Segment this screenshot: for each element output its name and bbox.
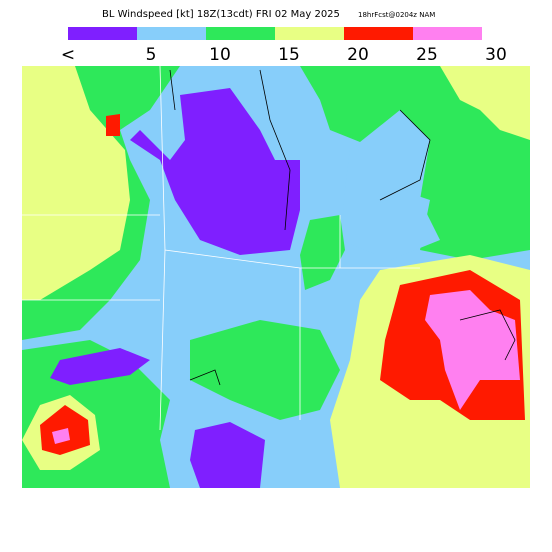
legend-label: 15 (278, 45, 300, 65)
forecast-label: 18hrFcst@0204z NAM (358, 11, 435, 19)
state-borders (22, 65, 420, 431)
region (130, 88, 300, 255)
region (340, 110, 440, 260)
region (22, 66, 130, 300)
region (52, 428, 70, 444)
legend-label: 5 (146, 45, 157, 65)
region (440, 66, 530, 140)
region (190, 320, 340, 420)
legend-swatch (206, 27, 275, 40)
legend-label: 20 (347, 45, 369, 65)
legend-swatch (413, 27, 482, 40)
legend-label: 25 (416, 45, 438, 65)
legend-swatch (344, 27, 413, 40)
legend-swatch (68, 27, 137, 40)
legend-swatch (137, 27, 206, 40)
legend-swatch (275, 27, 344, 40)
legend-label: 10 (209, 45, 231, 65)
legend-label: < (61, 45, 75, 65)
title: BL Windspeed [kt] 18Z(13cdt) FRI 02 May … (102, 9, 340, 20)
coastlines (169, 69, 516, 386)
legend: <5 10 15 20 25 30 (61, 27, 507, 65)
region (425, 290, 520, 410)
region (300, 215, 345, 290)
map (22, 65, 530, 488)
region (50, 348, 150, 385)
legend-label: 30 (485, 45, 507, 65)
region (106, 114, 120, 136)
region (190, 422, 265, 488)
